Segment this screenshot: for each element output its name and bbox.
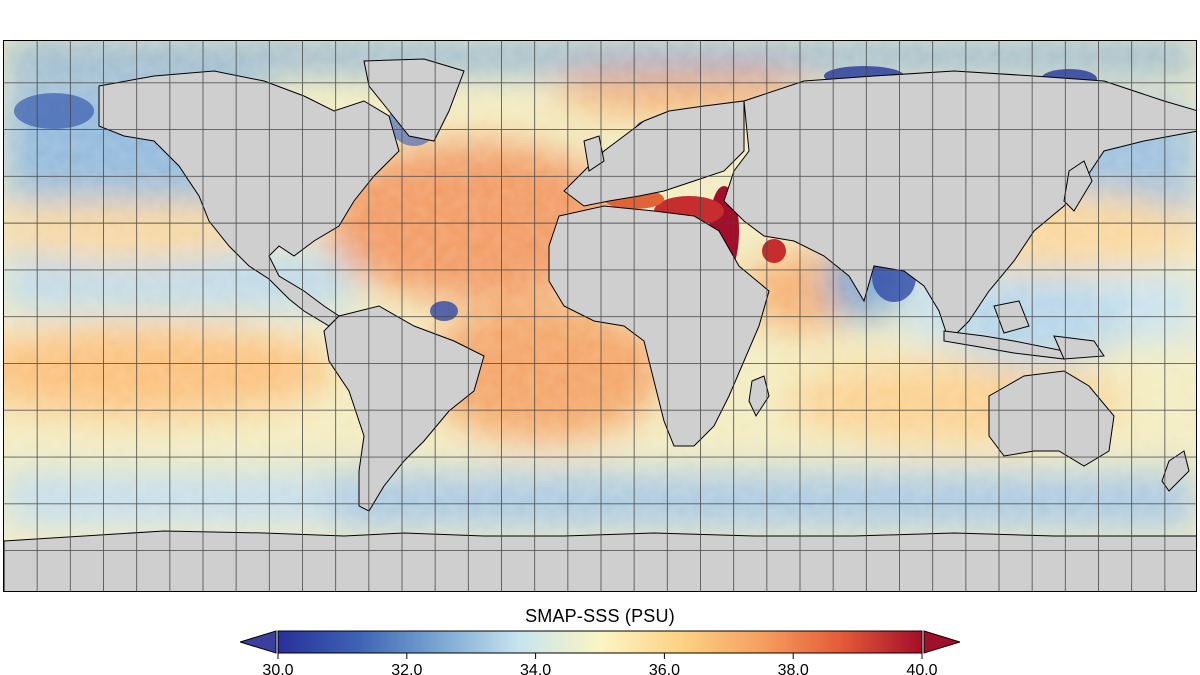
colorbar-tick-label: 40.0 bbox=[906, 662, 937, 675]
colorbar: 30.0 32.0 34.0 36.0 38.0 40.0 bbox=[240, 628, 960, 675]
colorbar-over-arrow bbox=[923, 630, 960, 654]
colorbar-under-arrow bbox=[240, 630, 277, 654]
world-map bbox=[4, 41, 1196, 591]
colorbar-svg: 30.0 32.0 34.0 36.0 38.0 40.0 bbox=[240, 630, 960, 675]
land-north-america bbox=[98, 70, 400, 327]
colorbar-tick-label: 38.0 bbox=[778, 662, 809, 675]
land-europe bbox=[563, 100, 745, 207]
colorbar-tick-label: 34.0 bbox=[520, 662, 551, 675]
land-australia bbox=[988, 370, 1115, 467]
land-antarctica bbox=[4, 530, 1196, 591]
colorbar-tick-label: 30.0 bbox=[262, 662, 293, 675]
salinity-map bbox=[3, 40, 1197, 592]
colorbar-ticks: 30.0 32.0 34.0 36.0 38.0 40.0 bbox=[262, 653, 938, 675]
land-asia bbox=[723, 70, 1196, 342]
land-greenland bbox=[363, 58, 465, 142]
land-japan bbox=[1063, 160, 1093, 212]
land-masses bbox=[4, 58, 1196, 591]
colorbar-tick-label: 36.0 bbox=[649, 662, 680, 675]
land-british-isles bbox=[583, 135, 605, 172]
colorbar-tick-label: 32.0 bbox=[391, 662, 422, 675]
colorbar-title: SMAP-SSS (PSU) bbox=[525, 606, 675, 626]
land-new-guinea bbox=[1053, 335, 1105, 360]
lat-lon-grid bbox=[4, 41, 1196, 591]
colorbar-gradient bbox=[277, 630, 923, 654]
land-new-zealand bbox=[1161, 450, 1190, 492]
land-south-america bbox=[323, 305, 485, 512]
land-madagascar bbox=[748, 375, 770, 418]
